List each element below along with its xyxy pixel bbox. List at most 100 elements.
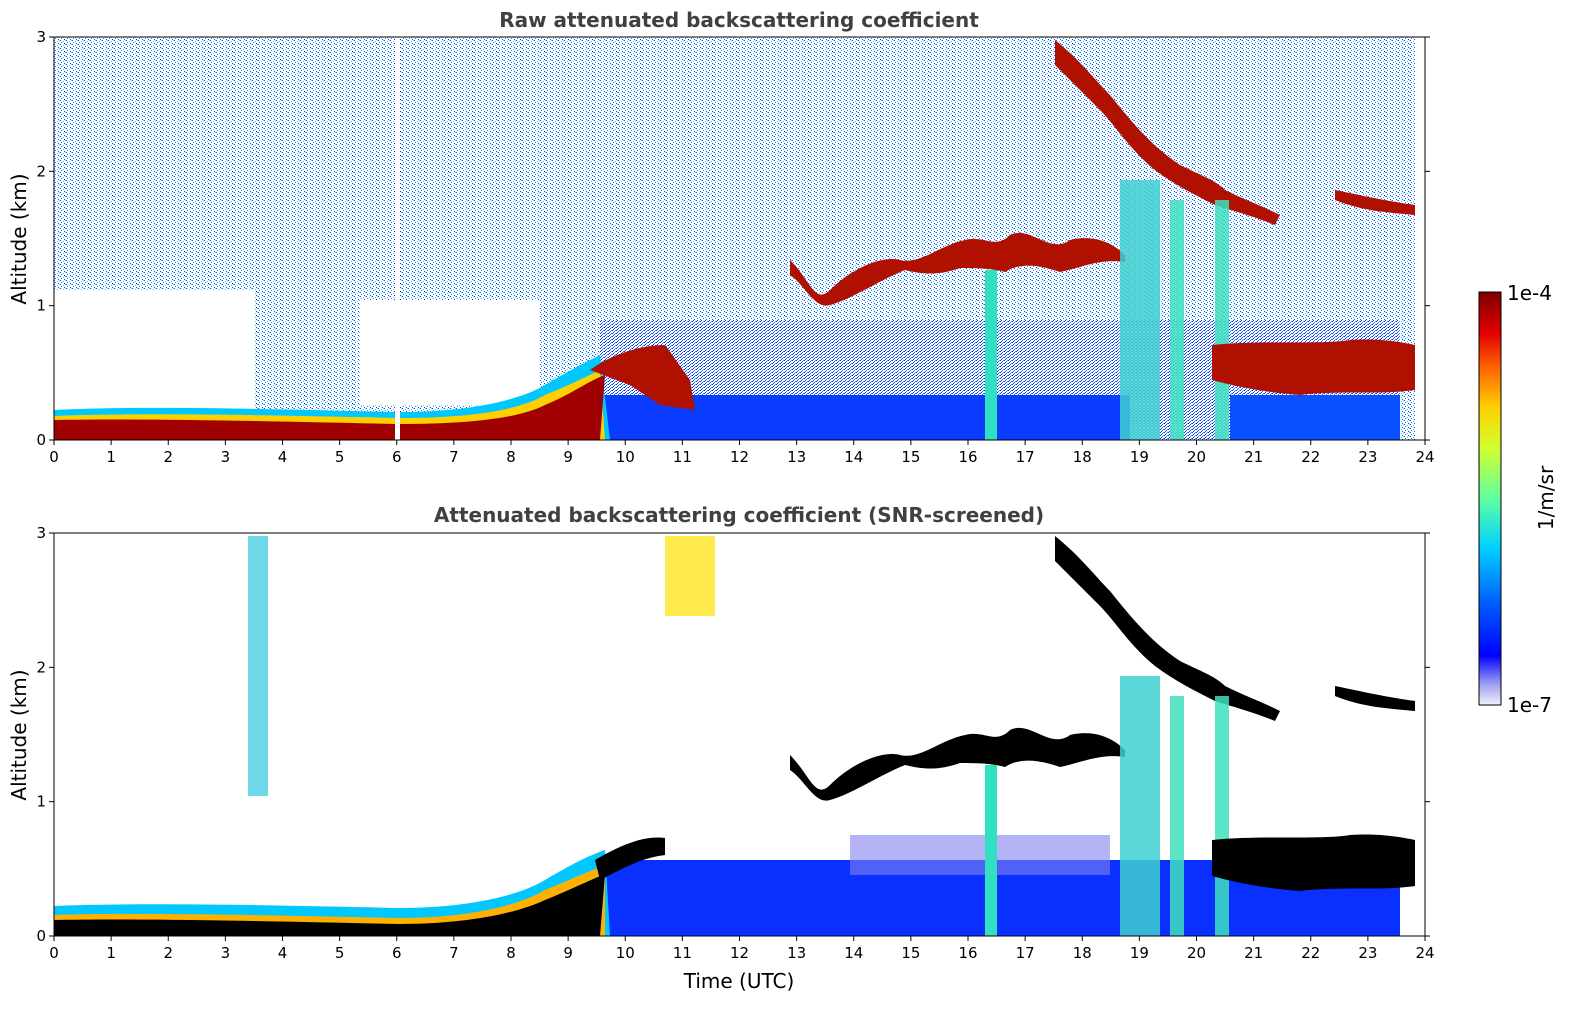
colorbar-max-label: 1e-4 bbox=[1507, 281, 1552, 305]
x-tick-label: 21 bbox=[1244, 448, 1263, 466]
panel-raw: Raw attenuated backscattering coefficien… bbox=[7, 8, 1435, 466]
x-tick-label: 9 bbox=[563, 944, 573, 962]
raw-descending-cloud bbox=[1055, 40, 1280, 225]
x-tick-label: 23 bbox=[1358, 944, 1377, 962]
x-tick-label: 15 bbox=[901, 448, 920, 466]
x-tick-label: 17 bbox=[1016, 944, 1035, 962]
x-tick-label: 19 bbox=[1130, 448, 1149, 466]
raw-precip-streak bbox=[1170, 200, 1184, 440]
x-tick-label: 0 bbox=[49, 448, 59, 466]
x-tick-label: 7 bbox=[449, 448, 459, 466]
raw-cloud-layer bbox=[790, 232, 1125, 306]
colorbar-gradient bbox=[1478, 291, 1502, 706]
x-tick-label: 20 bbox=[1187, 944, 1206, 962]
y-tick-label: 0 bbox=[36, 431, 46, 449]
x-tick-label: 12 bbox=[730, 944, 749, 962]
x-tick-label: 3 bbox=[221, 448, 231, 466]
x-tick-label: 21 bbox=[1244, 944, 1263, 962]
panel-screened-ylabel: Altitude (km) bbox=[7, 669, 31, 800]
raw-bl-core bbox=[54, 375, 605, 440]
x-tick-label: 4 bbox=[278, 944, 288, 962]
screened-precip-streak bbox=[985, 765, 997, 936]
x-tick-label: 8 bbox=[506, 448, 516, 466]
x-tick-label: 9 bbox=[563, 448, 573, 466]
screened-late-cloud bbox=[1335, 686, 1415, 711]
raw-low-blue bbox=[1230, 395, 1400, 440]
raw-precip-streak bbox=[1215, 200, 1229, 440]
x-tick-label: 13 bbox=[787, 448, 806, 466]
y-tick-label: 1 bbox=[36, 793, 46, 811]
x-tick-label: 11 bbox=[673, 944, 692, 962]
panel-raw-xaxis: 0 1 2 3 4 5 6 7 8 9 10 11 12 13 14 15 16 17 18 19 20 21 22 23 24 bbox=[49, 440, 1435, 466]
screened-descending-cloud bbox=[1055, 536, 1280, 721]
screened-precip-streak bbox=[1120, 676, 1160, 936]
y-tick-label: 2 bbox=[36, 658, 46, 676]
raw-precip-streak bbox=[1120, 180, 1160, 440]
panel-raw-title: Raw attenuated backscattering coefficien… bbox=[499, 8, 979, 32]
screened-streak bbox=[248, 536, 268, 796]
x-tick-label: 12 bbox=[730, 448, 749, 466]
raw-data-gap bbox=[395, 37, 400, 440]
raw-late-cloud bbox=[1335, 190, 1415, 215]
x-tick-label: 1 bbox=[106, 448, 116, 466]
x-tick-label: 11 bbox=[673, 448, 692, 466]
x-tick-label: 14 bbox=[844, 448, 863, 466]
colorbar: 1e-4 1e-7 1/m/sr bbox=[1478, 281, 1558, 717]
y-tick-label: 1 bbox=[36, 297, 46, 315]
raw-data-gap bbox=[1415, 37, 1425, 440]
x-tick-label: 5 bbox=[335, 944, 345, 962]
screened-streak bbox=[665, 536, 715, 616]
x-tick-label: 2 bbox=[163, 448, 173, 466]
x-tick-label: 18 bbox=[1073, 944, 1092, 962]
raw-precip-streak bbox=[985, 270, 997, 440]
x-tick-label: 6 bbox=[392, 944, 402, 962]
screened-faint-region bbox=[850, 835, 1110, 875]
y-tick-label: 0 bbox=[36, 927, 46, 945]
panel-screened-title: Attenuated backscattering coefficient (S… bbox=[434, 503, 1044, 527]
x-tick-label: 24 bbox=[1415, 944, 1434, 962]
x-tick-label: 18 bbox=[1073, 448, 1092, 466]
x-tick-label: 0 bbox=[49, 944, 59, 962]
screened-cloud-layer bbox=[790, 727, 1125, 801]
screened-residual-layer bbox=[595, 837, 665, 880]
y-tick-label: 2 bbox=[36, 162, 46, 180]
x-tick-label: 7 bbox=[449, 944, 459, 962]
screened-precip-streak bbox=[1215, 696, 1229, 936]
x-tick-label: 22 bbox=[1301, 448, 1320, 466]
colorbar-min-label: 1e-7 bbox=[1507, 693, 1552, 717]
raw-clear-region bbox=[360, 300, 540, 405]
x-tick-label: 22 bbox=[1301, 944, 1320, 962]
x-tick-label: 15 bbox=[901, 944, 920, 962]
y-tick-label: 3 bbox=[36, 524, 46, 542]
panel-raw-ylabel: Altitude (km) bbox=[7, 173, 31, 304]
colorbar-unit-label: 1/m/sr bbox=[1534, 465, 1558, 530]
screened-bl-mid bbox=[54, 866, 605, 936]
panel-screened-yaxis: 0 1 2 3 bbox=[36, 524, 1430, 945]
panel-screened-xaxis: 0 1 2 3 4 5 6 7 8 9 10 11 12 13 14 15 16 17 18 19 20 21 22 23 24 bbox=[49, 936, 1435, 962]
raw-residual-layer bbox=[590, 345, 695, 410]
panel-screened-heatmap bbox=[54, 533, 1425, 936]
x-tick-label: 24 bbox=[1415, 448, 1434, 466]
x-tick-label: 4 bbox=[278, 448, 288, 466]
screened-late-bl bbox=[1212, 834, 1415, 891]
x-tick-label: 8 bbox=[506, 944, 516, 962]
x-tick-label: 23 bbox=[1358, 448, 1377, 466]
raw-late-bl bbox=[1212, 339, 1415, 395]
x-tick-label: 16 bbox=[958, 944, 977, 962]
x-tick-label: 19 bbox=[1130, 944, 1149, 962]
panel-screened: Attenuated backscattering coefficient (S… bbox=[7, 503, 1435, 993]
panel-raw-yaxis: 0 1 2 3 bbox=[36, 28, 1430, 449]
x-tick-label: 3 bbox=[221, 944, 231, 962]
x-tick-label: 10 bbox=[616, 944, 635, 962]
screened-bl-core bbox=[54, 874, 605, 936]
panel-screened-xlabel: Time (UTC) bbox=[683, 969, 795, 993]
x-tick-label: 17 bbox=[1016, 448, 1035, 466]
y-tick-label: 3 bbox=[36, 28, 46, 46]
x-tick-label: 5 bbox=[335, 448, 345, 466]
x-tick-label: 2 bbox=[163, 944, 173, 962]
raw-clear-region bbox=[54, 290, 254, 410]
screened-precip-streak bbox=[1170, 696, 1184, 936]
x-tick-label: 20 bbox=[1187, 448, 1206, 466]
x-tick-label: 10 bbox=[616, 448, 635, 466]
